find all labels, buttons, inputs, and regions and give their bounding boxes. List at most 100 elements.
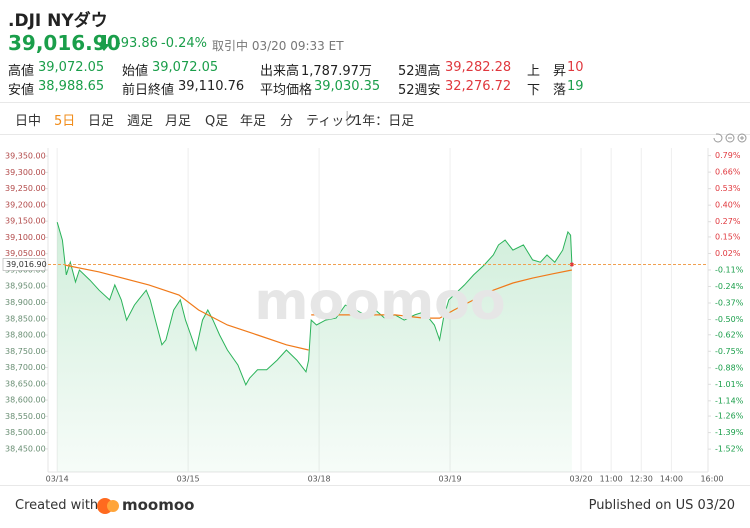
y-tick-label: 39,150.00 <box>5 217 46 226</box>
y-tick-label: 39,100.00 <box>5 233 46 242</box>
x-tick-label: 03/20 <box>570 475 593 484</box>
stat-value: 39,072.05 <box>38 60 105 75</box>
y2-tick-label: -1.01% <box>715 380 744 389</box>
stat-value: 10 <box>567 60 584 75</box>
y2-tick-label: 0.15% <box>715 232 741 241</box>
stat-label: 下 落 <box>527 83 567 98</box>
stat-label: 高値 <box>8 64 35 79</box>
y-tick-label: 38,850.00 <box>5 314 46 323</box>
y2-tick-label: 0.02% <box>715 249 741 258</box>
y-tick-label: 38,600.00 <box>5 396 46 405</box>
y-tick-label: 39,250.00 <box>5 184 46 193</box>
x-tick-label: 11:00 <box>600 475 623 484</box>
price-line <box>56 222 573 386</box>
y2-tick-label: -1.52% <box>715 445 744 454</box>
y2-tick-label: -1.39% <box>715 428 744 437</box>
brand: moomoo <box>122 496 195 514</box>
y2-tick-label: 0.27% <box>715 217 741 226</box>
brand-logo <box>97 498 119 514</box>
tab[interactable]: 日中 <box>15 114 42 129</box>
y-tick-label: 39,200.00 <box>5 200 46 209</box>
x-tick-label: 03/19 <box>439 475 462 484</box>
tab[interactable]: 5日 <box>54 114 76 129</box>
y-tick-label: 39,300.00 <box>5 168 46 177</box>
chart: 03/14 03/15 03/18 03/19 03/20 11:00 12:30 14:00… <box>2 133 747 484</box>
stat-value: 39,282.28 <box>445 60 512 75</box>
y-tick-label: 38,950.00 <box>5 282 46 291</box>
y2-tick-label: 0.66% <box>715 168 741 177</box>
stat-value: 39,030.35 <box>314 79 381 94</box>
stat-label: 始値 <box>122 64 149 79</box>
created-with: Created with <box>15 498 99 513</box>
stat-label: 52週高 <box>398 64 441 79</box>
y2-tick-label: -0.75% <box>715 347 744 356</box>
y-tick-label: 38,650.00 <box>5 379 46 388</box>
stat-label: 安値 <box>8 83 35 98</box>
y2-tick-label: -0.24% <box>715 282 744 291</box>
watermark: moomoo <box>254 272 505 332</box>
stat-value: 39,072.05 <box>152 60 219 75</box>
stat-label: 平均価格 <box>260 83 313 98</box>
y-tick-label: 38,500.00 <box>5 428 46 437</box>
stat-value: 1,787.97万 <box>301 64 372 79</box>
tab[interactable]: 年足 <box>240 114 267 129</box>
title: .DJI NYダウ <box>8 11 108 31</box>
change-pct: -0.24% <box>161 36 207 51</box>
tab[interactable]: 月足 <box>165 114 192 129</box>
last-point <box>569 262 574 267</box>
price-area <box>57 222 572 472</box>
stat-label: 出来高 <box>260 64 300 79</box>
stat-value: 32,276.72 <box>445 79 512 94</box>
reference-tag <box>2 258 46 271</box>
stat-label: 52週安 <box>398 83 441 98</box>
published: Published on US 03/20 <box>588 498 735 513</box>
x-tick-label: 12:30 <box>630 475 653 484</box>
tab[interactable]: 分 <box>280 114 294 129</box>
tab-separator: | <box>345 110 350 125</box>
y-tick-label: 38,450.00 <box>5 444 46 453</box>
price: 39,016.90 <box>8 31 121 55</box>
divider <box>0 485 750 486</box>
y2-tick-label: -0.62% <box>715 330 744 339</box>
y-tick-label: 39,350.00 <box>5 152 46 161</box>
y2-tick-label: -1.14% <box>715 396 744 405</box>
change: -93.86 <box>116 36 158 51</box>
x-tick-label: 16:00 <box>700 475 723 484</box>
x-tick-label: 14:00 <box>660 475 683 484</box>
y2-tick-label: 0.53% <box>715 184 741 193</box>
stat-value: 19 <box>567 79 584 94</box>
tab[interactable]: 1年：日足 <box>354 114 415 129</box>
x-tick-label: 03/18 <box>308 475 331 484</box>
stat-label: 上 昇 <box>527 64 567 79</box>
x-tick-label: 03/15 <box>177 475 200 484</box>
chart-tools[interactable] <box>713 133 747 143</box>
stat-label: 前日終値 <box>122 83 175 98</box>
y-tick-label: 38,800.00 <box>5 331 46 340</box>
y-tick-label: 38,700.00 <box>5 363 46 372</box>
tab[interactable]: 日足 <box>88 114 115 129</box>
stat-value: 38,988.65 <box>38 79 105 94</box>
y-tick-label: 39,050.00 <box>5 249 46 258</box>
y2-tick-label: -0.37% <box>715 299 744 308</box>
y2-tick-label: -1.26% <box>715 412 744 421</box>
divider <box>0 134 750 135</box>
y2-tick-label: -0.88% <box>715 363 744 372</box>
tab[interactable]: ティック <box>306 114 358 129</box>
y2-tick-label: 0.40% <box>715 201 741 210</box>
y2-tick-label: -0.11% <box>715 265 744 274</box>
divider <box>0 102 750 103</box>
y-tick-label: 38,750.00 <box>5 347 46 356</box>
x-tick-label: 03/14 <box>46 475 69 484</box>
down-arrow <box>98 35 110 51</box>
y-tick-label: 38,550.00 <box>5 412 46 421</box>
y2-tick-label: -0.50% <box>715 315 744 324</box>
average-line <box>64 264 573 351</box>
tab[interactable]: 週足 <box>127 114 154 129</box>
stat-value: 39,110.76 <box>178 79 245 94</box>
y-tick-label: 38,900.00 <box>5 298 46 307</box>
status: 取引中 03/20 09:33 ET <box>212 39 344 53</box>
reference-label: 39,016.90 <box>6 260 47 269</box>
y2-tick-label: 0.79% <box>715 151 741 160</box>
tab[interactable]: Q足 <box>205 114 229 129</box>
